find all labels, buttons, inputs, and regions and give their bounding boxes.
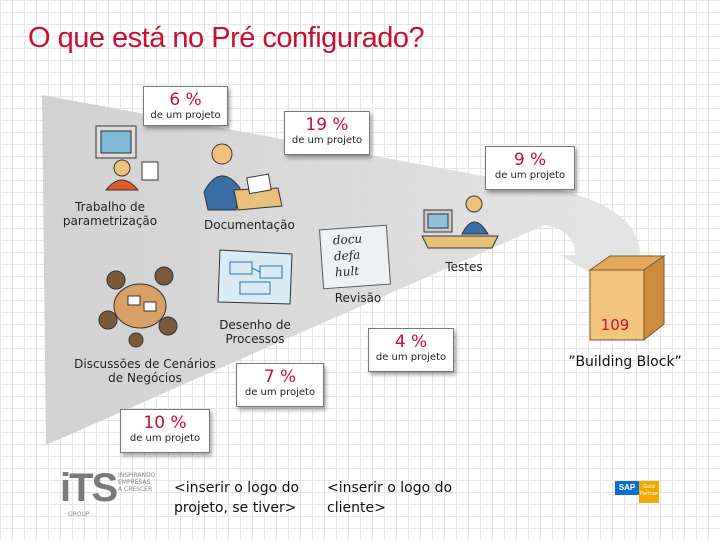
- sap-partner-badge: Gold Partner: [639, 481, 659, 503]
- label-trabalho: Trabalho de parametrização: [62, 200, 158, 228]
- project-logo-placeholder: <inserir o logo do projeto, se tiver>: [174, 480, 300, 516]
- label-documentacao: Documentação: [204, 218, 295, 232]
- bubble-subtitle: de um projeto: [375, 352, 447, 363]
- its-tagline: INSPIRANDO EMPRESAS A CRESCER: [118, 472, 156, 493]
- bubble-percent: 19 %: [305, 115, 349, 135]
- sap-logo: SAP Gold Partner: [615, 479, 659, 505]
- bubble-4-percent: 4 % de um projeto: [368, 328, 454, 372]
- sap-logo-text: SAP: [615, 481, 639, 495]
- label-desenho: Desenho de Processos: [219, 318, 291, 346]
- review-illustration: docu defa hult: [318, 224, 392, 290]
- client-logo-placeholder: <inserir o logo do cliente>: [327, 480, 453, 516]
- building-block-box: [588, 255, 666, 342]
- box-caption: ”Building Block”: [568, 354, 682, 370]
- discussions-illustration: [98, 266, 178, 348]
- bubble-percent: 9 %: [513, 150, 547, 170]
- its-logo: iTS INSPIRANDO EMPRESAS A CRESCER GROUP: [60, 466, 170, 518]
- bubble-6-percent: 6 % de um projeto: [143, 86, 228, 126]
- documentation-illustration: [203, 143, 283, 211]
- bubble-subtitle: de um projeto: [150, 110, 221, 121]
- bubble-10-percent: 10 % de um projeto: [120, 409, 210, 453]
- parametrization-illustration: [95, 125, 159, 191]
- its-group: GROUP: [68, 511, 90, 518]
- bubble-percent: 4 %: [394, 332, 428, 352]
- bubble-19-percent: 19 % de um projeto: [284, 111, 370, 155]
- label-testes: Testes: [445, 260, 483, 274]
- bubble-subtitle: de um projeto: [244, 387, 316, 398]
- doc-word: hult: [334, 263, 360, 280]
- label-discussoes: Discussões de Cenários de Negócios: [74, 357, 216, 385]
- bubble-9-percent: 9 % de um projeto: [485, 146, 575, 190]
- process-design-illustration: [217, 249, 293, 305]
- tests-illustration: [421, 195, 499, 249]
- bubble-percent: 7 %: [263, 367, 297, 387]
- bubble-percent: 6 %: [169, 90, 202, 110]
- bubble-subtitle: de um projeto: [291, 135, 363, 146]
- bubble-subtitle: de um projeto: [129, 433, 201, 444]
- box-number: 109: [600, 316, 630, 334]
- its-logo-text: iTS: [60, 466, 118, 510]
- bubble-subtitle: de um projeto: [494, 170, 566, 181]
- bubble-7-percent: 7 % de um projeto: [236, 363, 324, 407]
- page-title: O que está no Pré configurado?: [28, 22, 425, 54]
- label-revisao: Revisão: [334, 291, 382, 305]
- bubble-percent: 10 %: [143, 413, 187, 433]
